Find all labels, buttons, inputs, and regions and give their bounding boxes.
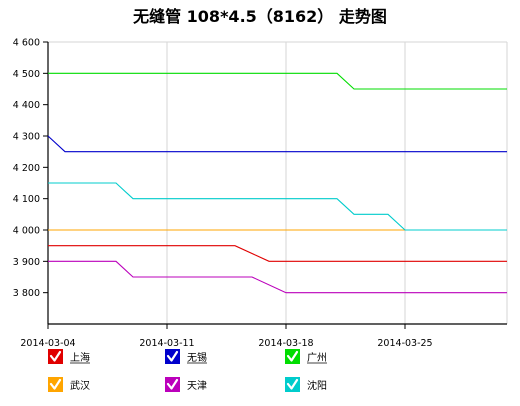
legend-label: 广州 — [307, 352, 327, 364]
chart-title: 无缝管 108*4.5（8162） 走势图 — [132, 7, 387, 26]
x-tick-label: 2014-03-11 — [139, 338, 194, 349]
legend-item-天津[interactable]: 天津 — [165, 377, 207, 392]
y-tick-label: 3 800 — [13, 288, 40, 299]
series-line-广州 — [48, 72, 507, 90]
y-tick-label: 4 300 — [13, 132, 40, 143]
series-line-沈阳 — [48, 182, 507, 231]
y-tick-label: 4 000 — [13, 226, 40, 237]
series-line-天津 — [48, 260, 507, 294]
check-icon — [166, 378, 179, 390]
x-tick-label: 2014-03-25 — [377, 338, 432, 349]
check-icon — [286, 378, 299, 390]
check-icon — [166, 350, 179, 362]
legend-item-上海[interactable]: 上海 — [48, 349, 90, 364]
y-tick-label: 4 200 — [13, 163, 40, 174]
legend-label: 上海 — [70, 351, 90, 364]
legend-item-武汉[interactable]: 武汉 — [48, 377, 90, 392]
x-tick-label: 2014-03-18 — [258, 338, 313, 349]
series-lines — [47, 72, 507, 294]
x-axis: 2014-03-04 2014-03-11 2014-03-18 2014-03-25 — [20, 323, 507, 349]
y-tick-label: 3 900 — [13, 257, 40, 268]
legend-item-无锡[interactable]: 无锡 — [165, 349, 207, 364]
y-tick-label: 4 500 — [13, 69, 40, 80]
x-tick-label: 2014-03-04 — [20, 338, 75, 349]
check-icon — [49, 350, 62, 362]
series-line-无锡 — [47, 135, 507, 153]
legend-label: 沈阳 — [307, 379, 327, 392]
legend-label: 武汉 — [70, 379, 90, 392]
y-tick-label: 4 100 — [13, 194, 40, 205]
y-tick-label: 4 600 — [13, 38, 40, 49]
series-line-上海 — [48, 245, 507, 262]
y-axis: 3 800 3 900 4 000 4 100 4 200 4 300 4 400 4 500… — [13, 38, 49, 324]
grid-lines — [47, 41, 508, 324]
legend-label: 天津 — [187, 380, 207, 392]
y-tick-label: 4 400 — [13, 100, 40, 111]
legend-item-广州[interactable]: 广州 — [285, 349, 327, 364]
check-icon — [49, 378, 62, 390]
legend-item-沈阳[interactable]: 沈阳 — [285, 377, 327, 392]
legend-label: 无锡 — [187, 351, 207, 364]
check-icon — [286, 350, 299, 362]
